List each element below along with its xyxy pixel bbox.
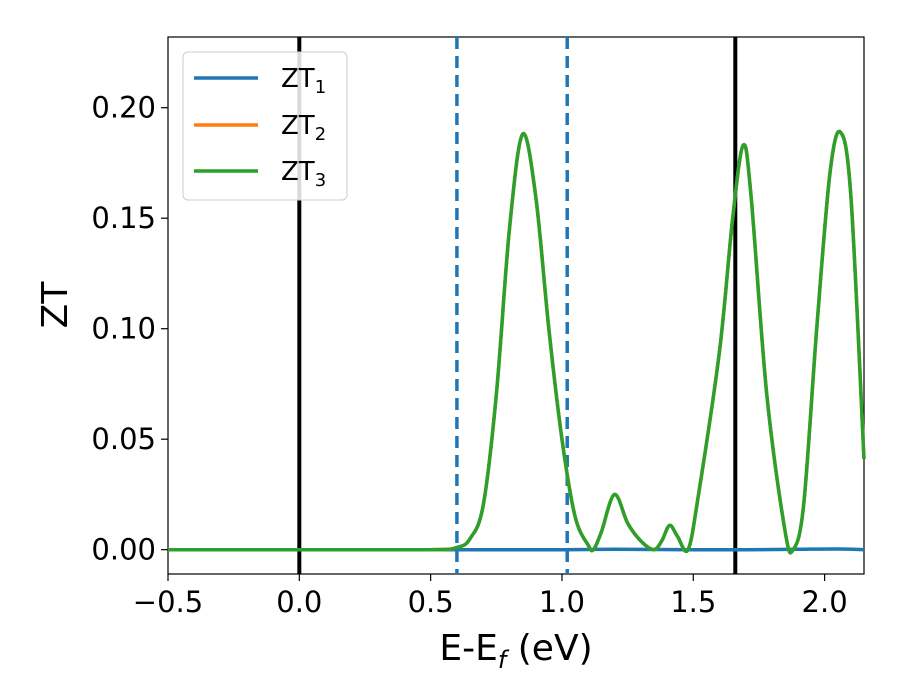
- x-axis-title-unit: (eV): [506, 628, 592, 669]
- x-axis-title: E-Ef (eV): [439, 628, 592, 674]
- series-lines: [167, 129, 866, 555]
- legend-label-zt1-name: ZT: [281, 64, 315, 94]
- legend-label-zt1-sub: 1: [315, 77, 326, 98]
- y-tick-label: 0.15: [91, 201, 156, 235]
- x-tick-label: −0.5: [133, 585, 203, 619]
- y-tick-label: 0.10: [91, 312, 156, 346]
- series-line-zt3: [167, 129, 866, 555]
- x-tick-label: 2.0: [802, 585, 848, 619]
- y-tick-label: 0.05: [91, 422, 156, 456]
- legend-label-zt3-sub: 3: [315, 170, 326, 191]
- x-tick-label: 1.0: [539, 585, 585, 619]
- y-tick-label: 0.20: [91, 91, 156, 125]
- x-tick-label: 1.5: [670, 585, 716, 619]
- x-tick-label: 0.5: [408, 585, 454, 619]
- legend-label-zt2: ZT2: [281, 111, 326, 145]
- legend: ZT1 ZT2 ZT3: [182, 51, 348, 201]
- y-axis-title: ZT: [35, 281, 76, 329]
- legend-label-zt3: ZT3: [281, 157, 326, 191]
- y-axis-ticks: 0.00 0.05 0.10 0.15 0.20: [91, 91, 168, 567]
- legend-label-zt1: ZT1: [281, 64, 326, 98]
- legend-label-zt3-name: ZT: [281, 157, 315, 187]
- x-axis-ticks: −0.5 0.0 0.5 1.0 1.5 2.0: [133, 574, 848, 619]
- x-tick-label: 0.0: [276, 585, 322, 619]
- legend-box: [182, 51, 348, 201]
- legend-label-zt2-name: ZT: [281, 111, 315, 141]
- y-tick-label: 0.00: [91, 533, 156, 567]
- x-axis-title-main: E-E: [439, 628, 497, 669]
- legend-label-zt2-sub: 2: [315, 124, 326, 145]
